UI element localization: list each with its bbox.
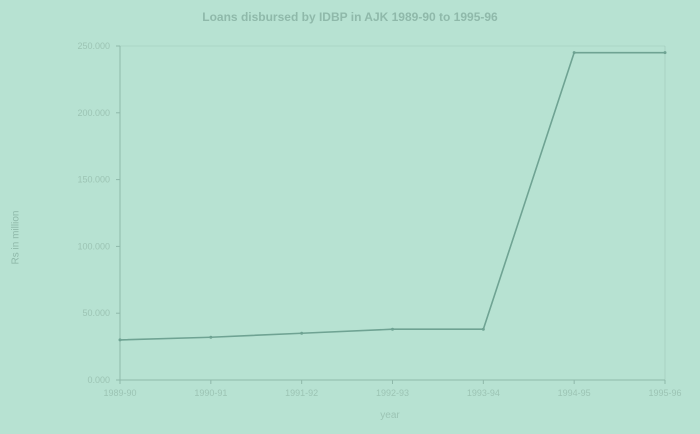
data-point — [391, 327, 394, 331]
x-tick-label: 1990-91 — [194, 388, 227, 398]
data-point — [300, 331, 304, 335]
x-tick-label: 1991-92 — [285, 388, 318, 398]
y-tick-label: 50.000 — [82, 308, 110, 318]
y-tick-label: 200.000 — [77, 108, 110, 118]
data-point — [663, 51, 667, 55]
x-tick-label: 1989-90 — [103, 388, 136, 398]
data-point — [209, 335, 213, 339]
chart-title: Loans disbursed by IDBP in AJK 1989-90 t… — [202, 10, 498, 24]
data-point — [572, 51, 576, 55]
y-axis-label: Rs in million — [10, 210, 22, 265]
x-tick-label: 1994-95 — [558, 388, 591, 398]
x-tick-label: 1993-94 — [467, 388, 500, 398]
y-tick-label: 100.000 — [77, 241, 110, 251]
series-line — [119, 51, 665, 341]
data-point — [481, 327, 485, 331]
x-tick-label: 1992-93 — [376, 388, 409, 398]
y-tick-label: 150.000 — [77, 175, 110, 185]
y-tick-label: 250.000 — [77, 41, 110, 51]
x-axis-label: year — [380, 410, 400, 421]
x-tick-label: 1995-96 — [648, 388, 681, 398]
y-tick-label: 0.000 — [87, 375, 110, 385]
data-point — [118, 338, 122, 342]
